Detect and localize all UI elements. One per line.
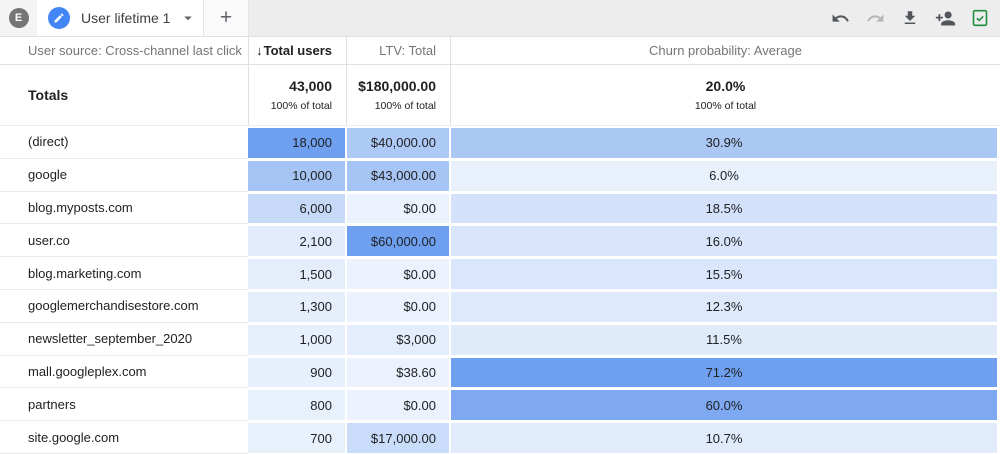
table-header-row: User source: Cross-channel last click ↓ …: [0, 37, 1000, 65]
row-source[interactable]: mall.googleplex.com: [0, 356, 248, 389]
cell-churn[interactable]: 11.5%: [451, 324, 997, 355]
column-header-source[interactable]: User source: Cross-channel last click: [28, 43, 242, 58]
cell-churn[interactable]: 15.5%: [451, 259, 997, 289]
totals-users-share: 100% of total: [270, 100, 332, 112]
totals-users: 43,000 100% of total: [248, 65, 346, 125]
table-body: (direct) 18,000 $40,000.00 30.9% google …: [0, 126, 1000, 454]
row-source[interactable]: google: [0, 159, 248, 192]
redo-icon[interactable]: [862, 5, 888, 31]
chevron-down-icon[interactable]: [179, 9, 197, 27]
column-header-ltv[interactable]: LTV: Total: [346, 37, 450, 64]
sort-descending-icon: ↓: [256, 43, 263, 58]
cell-ltv[interactable]: $0.00: [347, 259, 449, 289]
cell-total-users[interactable]: 1,500: [248, 259, 345, 289]
cell-ltv[interactable]: $43,000.00: [347, 160, 449, 191]
cell-total-users[interactable]: 18,000: [248, 128, 345, 158]
cell-ltv[interactable]: $17,000.00: [347, 423, 449, 453]
column-header-total-users[interactable]: ↓ Total users: [248, 37, 346, 64]
table-row: mall.googleplex.com 900 $38.60 71.2%: [0, 356, 1000, 389]
column-header-total-users-label: Total users: [263, 43, 332, 58]
totals-churn-share: 100% of total: [694, 100, 757, 112]
avatar[interactable]: E: [8, 8, 29, 28]
cell-churn[interactable]: 10.7%: [451, 423, 997, 453]
avatar-section: E: [0, 0, 37, 36]
cell-ltv[interactable]: $60,000.00: [347, 226, 449, 257]
totals-churn-value: 20.0%: [705, 78, 746, 94]
tab-label: User lifetime 1: [81, 10, 171, 26]
cell-total-users[interactable]: 10,000: [248, 160, 345, 191]
column-header-churn[interactable]: Churn probability: Average: [450, 37, 1000, 64]
row-source[interactable]: googlemerchandisestore.com: [0, 290, 248, 323]
add-tab-button[interactable]: +: [204, 0, 249, 36]
row-source[interactable]: newsletter_september_2020: [0, 323, 248, 356]
table-row: blog.myposts.com 6,000 $0.00 18.5%: [0, 192, 1000, 225]
cell-churn[interactable]: 12.3%: [451, 291, 997, 322]
totals-ltv: $180,000.00 100% of total: [346, 65, 450, 125]
cell-churn[interactable]: 71.2%: [451, 357, 997, 388]
add-people-icon[interactable]: [932, 5, 958, 31]
row-source[interactable]: blog.myposts.com: [0, 192, 248, 225]
cell-total-users[interactable]: 1,300: [248, 291, 345, 322]
cell-total-users[interactable]: 900: [248, 357, 345, 388]
cell-ltv[interactable]: $3,000: [347, 324, 449, 355]
table-row: (direct) 18,000 $40,000.00 30.9%: [0, 126, 1000, 159]
table-row: google 10,000 $43,000.00 6.0%: [0, 159, 1000, 192]
cell-ltv[interactable]: $0.00: [347, 193, 449, 224]
cell-churn[interactable]: 16.0%: [451, 226, 997, 257]
row-source[interactable]: site.google.com: [0, 421, 248, 454]
edit-pencil-icon: [48, 7, 70, 29]
cell-ltv[interactable]: $38.60: [347, 357, 449, 388]
row-source[interactable]: partners: [0, 388, 248, 422]
totals-ltv-value: $180,000.00: [358, 78, 436, 94]
table-row: googlemerchandisestore.com 1,300 $0.00 1…: [0, 290, 1000, 323]
cell-total-users[interactable]: 700: [248, 423, 345, 453]
totals-ltv-share: 100% of total: [374, 100, 436, 112]
table-row: newsletter_september_2020 1,000 $3,000 1…: [0, 323, 1000, 356]
cell-total-users[interactable]: 1,000: [248, 324, 345, 355]
totals-label: Totals: [28, 87, 69, 103]
table-row: site.google.com 700 $17,000.00 10.7%: [0, 421, 1000, 454]
cell-ltv[interactable]: $0.00: [347, 390, 449, 421]
table-row: partners 800 $0.00 60.0%: [0, 388, 1000, 422]
cell-ltv[interactable]: $0.00: [347, 291, 449, 322]
tab-user-lifetime[interactable]: User lifetime 1: [37, 0, 204, 36]
totals-row: Totals 43,000 100% of total $180,000.00 …: [0, 65, 1000, 126]
cell-total-users[interactable]: 2,100: [248, 226, 345, 257]
topbar: E User lifetime 1 +: [0, 0, 1000, 37]
export-sheet-icon[interactable]: [967, 5, 993, 31]
cell-total-users[interactable]: 6,000: [248, 193, 345, 224]
totals-users-value: 43,000: [289, 78, 332, 94]
topbar-spacer: [249, 0, 827, 36]
cell-total-users[interactable]: 800: [248, 390, 345, 421]
download-icon[interactable]: [897, 5, 923, 31]
row-source[interactable]: user.co: [0, 224, 248, 258]
topbar-actions: [827, 0, 1000, 36]
cell-churn[interactable]: 18.5%: [451, 193, 997, 224]
cell-churn[interactable]: 30.9%: [451, 128, 997, 158]
cell-churn[interactable]: 6.0%: [451, 160, 997, 191]
row-source[interactable]: blog.marketing.com: [0, 257, 248, 290]
table-row: user.co 2,100 $60,000.00 16.0%: [0, 224, 1000, 258]
undo-icon[interactable]: [827, 5, 853, 31]
totals-churn: 20.0% 100% of total: [450, 65, 1000, 125]
cell-churn[interactable]: 60.0%: [451, 390, 997, 421]
row-source[interactable]: (direct): [0, 126, 248, 159]
cell-ltv[interactable]: $40,000.00: [347, 128, 449, 158]
table-row: blog.marketing.com 1,500 $0.00 15.5%: [0, 257, 1000, 290]
